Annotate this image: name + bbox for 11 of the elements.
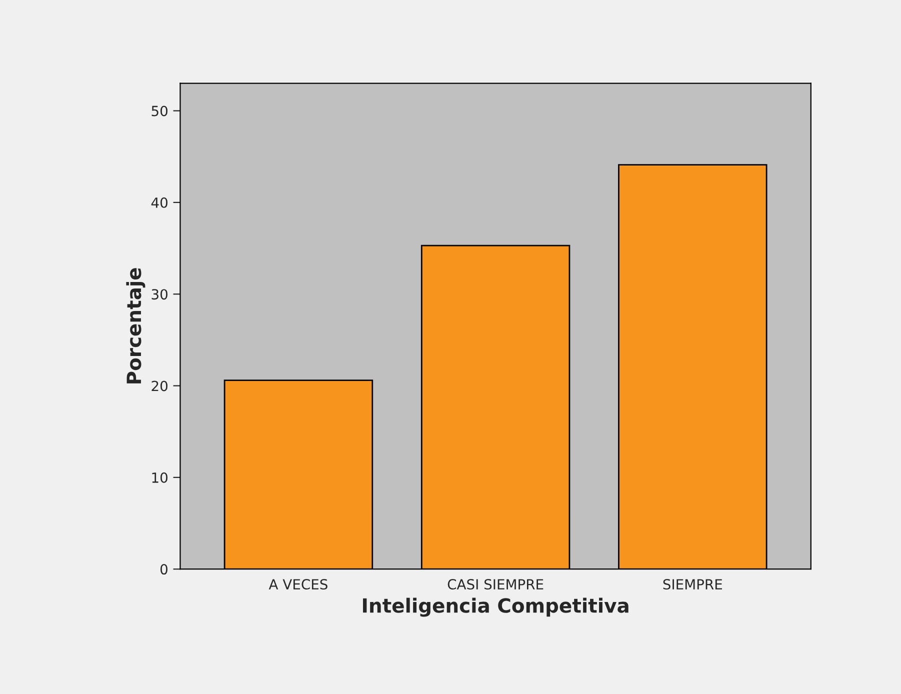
x-axis-title: Inteligencia Competitiva [363, 598, 628, 617]
y-tick-label: 30 [152, 289, 168, 300]
y-tick-label: 0 [160, 564, 168, 575]
x-tick-label: SIEMPRE [663, 579, 722, 590]
x-tick-label: A VECES [268, 579, 328, 590]
y-tick-label: 50 [152, 106, 168, 116]
y-tick-label: 40 [151, 197, 168, 208]
x-tick-label: CASI SIEMPRE [448, 579, 544, 590]
y-axis-title: Porcentaje [126, 268, 146, 384]
y-tick-label: 10 [152, 472, 168, 483]
y-tick-label: 20 [152, 380, 168, 392]
